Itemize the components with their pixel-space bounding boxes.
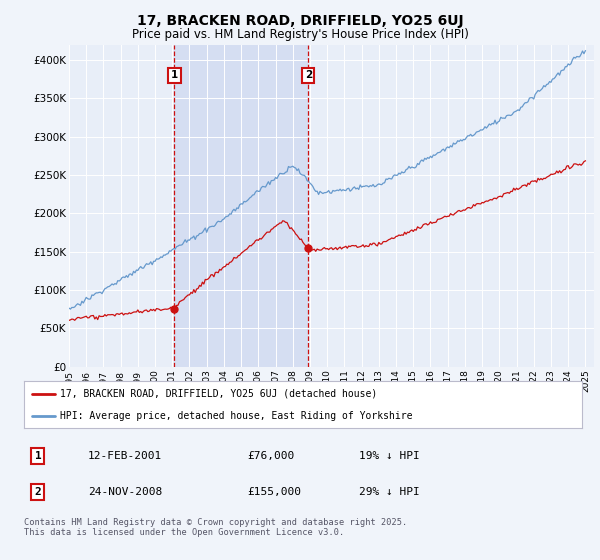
Text: 12-FEB-2001: 12-FEB-2001 bbox=[88, 451, 163, 461]
Text: 2: 2 bbox=[35, 487, 41, 497]
Text: Contains HM Land Registry data © Crown copyright and database right 2025.
This d: Contains HM Land Registry data © Crown c… bbox=[24, 518, 407, 538]
Text: 17, BRACKEN ROAD, DRIFFIELD, YO25 6UJ: 17, BRACKEN ROAD, DRIFFIELD, YO25 6UJ bbox=[137, 14, 463, 28]
Text: 24-NOV-2008: 24-NOV-2008 bbox=[88, 487, 163, 497]
Text: £76,000: £76,000 bbox=[247, 451, 295, 461]
Text: 1: 1 bbox=[35, 451, 41, 461]
Text: 19% ↓ HPI: 19% ↓ HPI bbox=[359, 451, 419, 461]
Text: £155,000: £155,000 bbox=[247, 487, 301, 497]
Text: Price paid vs. HM Land Registry's House Price Index (HPI): Price paid vs. HM Land Registry's House … bbox=[131, 28, 469, 41]
Text: 1: 1 bbox=[171, 71, 178, 81]
Text: HPI: Average price, detached house, East Riding of Yorkshire: HPI: Average price, detached house, East… bbox=[60, 410, 413, 421]
Text: 2: 2 bbox=[305, 71, 312, 81]
Text: 29% ↓ HPI: 29% ↓ HPI bbox=[359, 487, 419, 497]
Text: 17, BRACKEN ROAD, DRIFFIELD, YO25 6UJ (detached house): 17, BRACKEN ROAD, DRIFFIELD, YO25 6UJ (d… bbox=[60, 389, 377, 399]
Bar bbox=[175, 45, 308, 367]
